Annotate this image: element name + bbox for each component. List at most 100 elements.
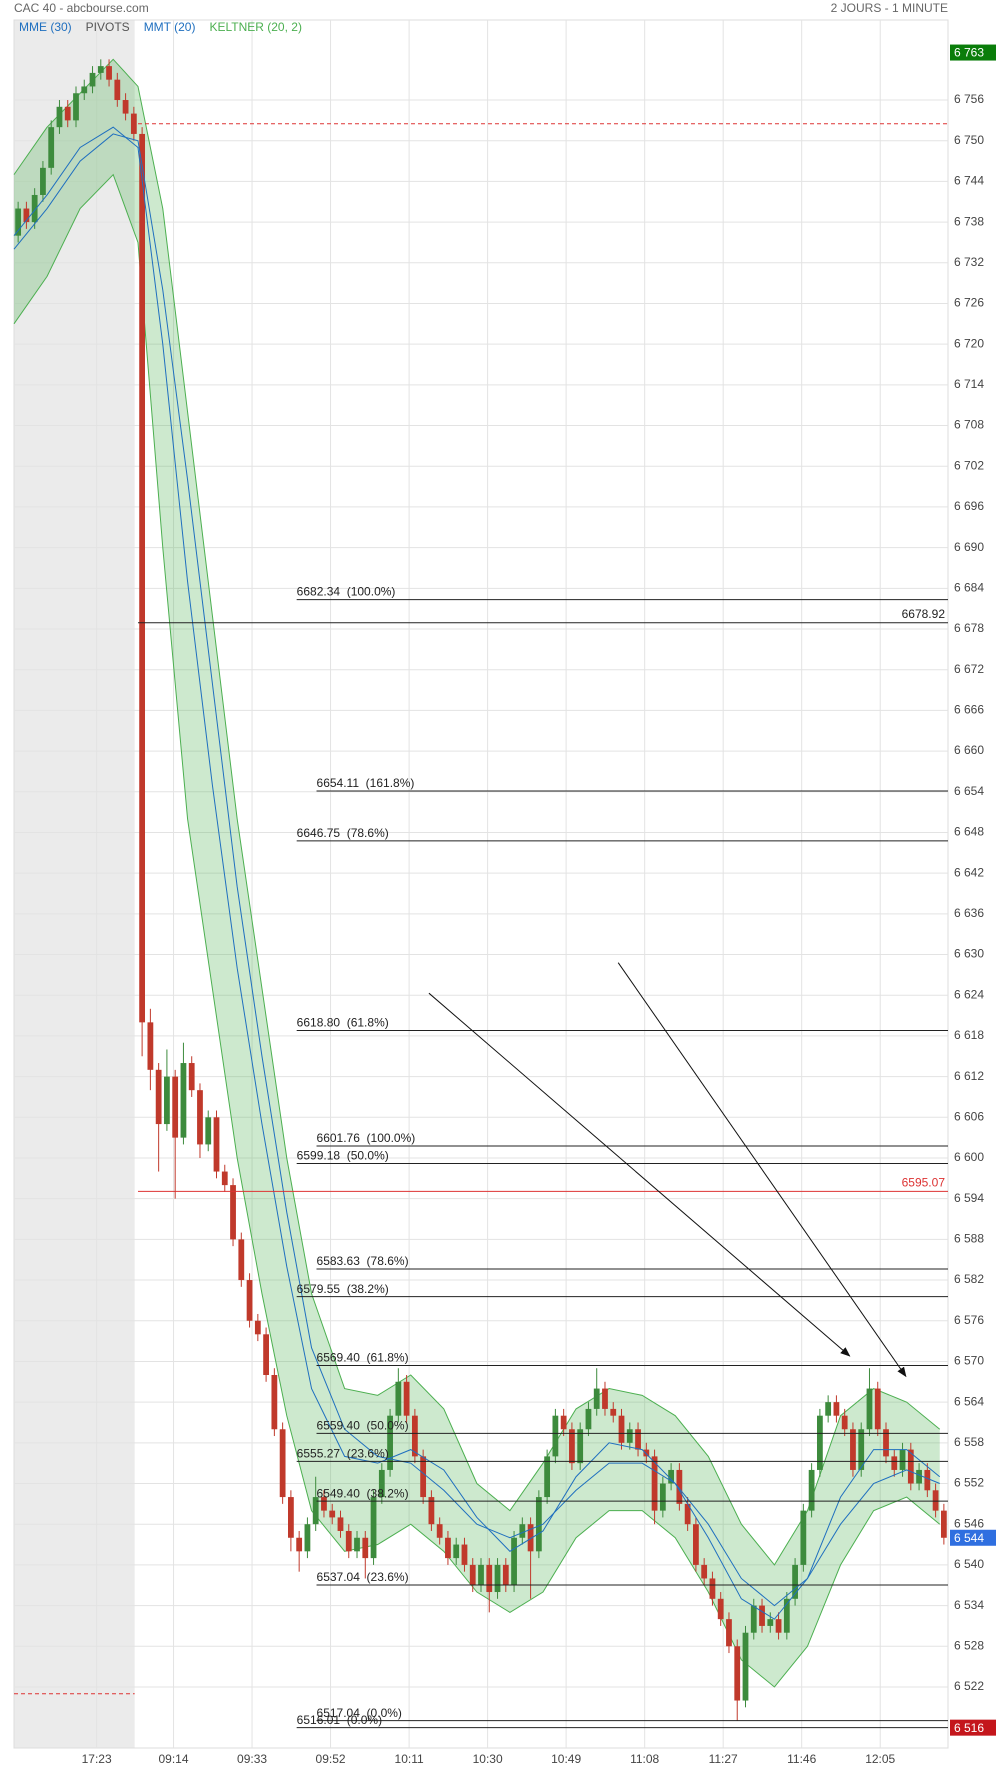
candle-body <box>329 1510 336 1518</box>
y-tick-label: 6 642 <box>954 865 984 879</box>
x-tick-label: 10:30 <box>473 1752 503 1766</box>
candle-body <box>337 1517 344 1531</box>
candle-body <box>15 208 22 236</box>
candle-body <box>172 1076 179 1138</box>
y-tick-label: 6 570 <box>954 1354 984 1368</box>
candle-body <box>403 1381 410 1416</box>
y-tick-label: 6 594 <box>954 1191 984 1205</box>
candle-body <box>544 1456 551 1498</box>
y-tick-label: 6 606 <box>954 1109 984 1123</box>
candle-body <box>618 1415 625 1443</box>
chart-subtitle: 2 JOURS - 1 MINUTE <box>831 1 948 15</box>
candle-body <box>130 113 137 134</box>
price-tag <box>950 44 996 61</box>
candle-body <box>436 1524 443 1538</box>
legend-entry: KELTNER (20, 2) <box>209 20 301 34</box>
candle-body <box>279 1429 286 1498</box>
x-tick-label: 17:23 <box>82 1752 112 1766</box>
candle-body <box>180 1063 187 1138</box>
candle-body <box>676 1469 683 1504</box>
y-tick-label: 6 624 <box>954 987 984 1001</box>
candle-body <box>535 1497 542 1552</box>
x-tick-label: 10:49 <box>551 1752 581 1766</box>
y-tick-label: 6 684 <box>954 580 984 594</box>
candle-body <box>354 1537 360 1552</box>
y-tick-label: 6 738 <box>954 214 984 228</box>
candle-body <box>858 1429 865 1470</box>
x-tick-label: 11:27 <box>709 1752 738 1766</box>
y-tick-label: 6 558 <box>954 1435 984 1449</box>
y-tick-label: 6 678 <box>954 621 984 635</box>
candle-body <box>800 1510 807 1565</box>
fib-label: 6517.04 (0.0%) <box>317 1706 402 1720</box>
candle-body <box>453 1544 460 1559</box>
candle-body <box>940 1510 947 1538</box>
y-tick-label: 6 600 <box>954 1150 984 1164</box>
candle-body <box>48 127 55 168</box>
candle-body <box>254 1320 261 1335</box>
candle-body <box>726 1619 732 1647</box>
candle-body <box>792 1564 798 1599</box>
candle-body <box>122 100 129 114</box>
candle-body <box>40 167 46 195</box>
candle-body <box>469 1564 476 1586</box>
candle-body <box>734 1646 741 1701</box>
arrow <box>428 992 851 1357</box>
x-tick-label: 09:52 <box>316 1752 346 1766</box>
candle-body <box>932 1490 939 1511</box>
candle-body <box>73 93 79 121</box>
candle-body <box>155 1069 162 1125</box>
candle-body <box>494 1564 501 1593</box>
x-tick-label: 11:08 <box>630 1752 659 1766</box>
candle-body <box>883 1429 889 1457</box>
candle-body <box>643 1449 650 1457</box>
fib-label: 6682.34 (100.0%) <box>297 585 396 599</box>
fib-label: 6537.04 (23.6%) <box>317 1570 409 1584</box>
y-tick-label: 6 750 <box>954 133 984 147</box>
y-tick-label: 6 636 <box>954 906 984 920</box>
candle-body <box>850 1429 856 1470</box>
y-tick-label: 6 534 <box>954 1598 984 1612</box>
candle-body <box>97 66 104 73</box>
candle-body <box>907 1449 914 1484</box>
candle-body <box>569 1429 575 1464</box>
candle-body <box>693 1524 699 1565</box>
legend-entry: MMT (20) <box>144 20 196 34</box>
candle-body <box>230 1185 236 1240</box>
legend-entry: PIVOTS <box>86 20 130 34</box>
y-tick-label: 6 660 <box>954 743 984 757</box>
candle-body <box>139 133 146 1023</box>
y-tick-label: 6 576 <box>954 1313 984 1327</box>
moving-average <box>13 126 941 1620</box>
level-label: 6678.92 <box>902 607 946 621</box>
fib-label: 6618.80 (61.8%) <box>297 1016 389 1030</box>
candle-body <box>56 106 63 128</box>
candle-body <box>684 1503 691 1525</box>
candle-body <box>81 86 88 94</box>
candle-body <box>874 1388 881 1430</box>
candle-body <box>841 1415 848 1430</box>
candle-body <box>370 1497 377 1559</box>
candle-body <box>31 194 38 223</box>
y-tick-label: 6 690 <box>954 540 984 554</box>
candle-body <box>221 1171 228 1186</box>
candle-body <box>246 1280 253 1321</box>
y-tick-label: 6 732 <box>954 255 984 269</box>
candle-body <box>362 1537 369 1559</box>
arrow <box>617 962 907 1378</box>
candle-body <box>345 1530 352 1552</box>
candle-body <box>147 1022 154 1070</box>
candle-body <box>461 1544 468 1565</box>
plot-frame <box>13 19 949 1749</box>
y-tick-label: 6 726 <box>954 296 984 310</box>
candle-body <box>205 1117 212 1145</box>
candle-body <box>296 1537 303 1552</box>
y-tick-label: 6 588 <box>954 1232 984 1246</box>
candle-body <box>445 1537 451 1559</box>
candle-body <box>238 1239 245 1281</box>
candle-body <box>478 1564 484 1586</box>
y-tick-label: 6 702 <box>954 458 984 472</box>
candle-body <box>304 1524 311 1552</box>
candle-body <box>387 1415 393 1470</box>
